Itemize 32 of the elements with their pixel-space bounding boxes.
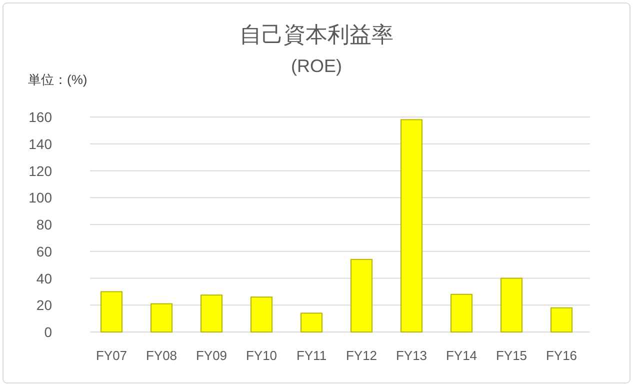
x-tick-label: FY11 <box>296 348 327 363</box>
y-tick-label: 80 <box>36 216 52 232</box>
bar <box>350 258 372 332</box>
y-tick-label: 60 <box>36 243 52 260</box>
text: 単位：(%) <box>28 72 88 87</box>
bar <box>500 278 522 332</box>
y-tick-label: 0 <box>44 324 52 340</box>
x-tick-label: FY13 <box>396 348 428 363</box>
y-tick-label: 20 <box>36 297 52 314</box>
chart-title: 自己資本利益率 <box>240 22 394 47</box>
x-tick-label: FY10 <box>246 348 278 363</box>
y-tick-label: 160 <box>28 109 52 125</box>
bar <box>250 296 272 332</box>
bar <box>100 291 122 332</box>
bar <box>200 294 222 332</box>
x-tick-label: FY08 <box>146 348 178 363</box>
x-tick-label: FY12 <box>346 348 378 363</box>
x-tick-label: FY15 <box>496 348 528 363</box>
x-tick-label: FY07 <box>96 348 128 363</box>
chart-subtitle: (ROE) <box>291 56 342 76</box>
bar <box>150 303 172 332</box>
y-tick-label: 100 <box>28 190 52 206</box>
y-tick-label: 40 <box>36 270 52 286</box>
y-tick-label: 120 <box>28 162 52 179</box>
y-tick-label: 140 <box>28 136 52 152</box>
x-tick-label: FY14 <box>446 348 478 363</box>
bar <box>300 312 322 332</box>
x-tick-label: FY16 <box>546 348 578 363</box>
x-tick-label: FY09 <box>196 348 228 363</box>
bar <box>450 294 472 332</box>
bar <box>550 307 572 332</box>
bar <box>400 119 422 332</box>
